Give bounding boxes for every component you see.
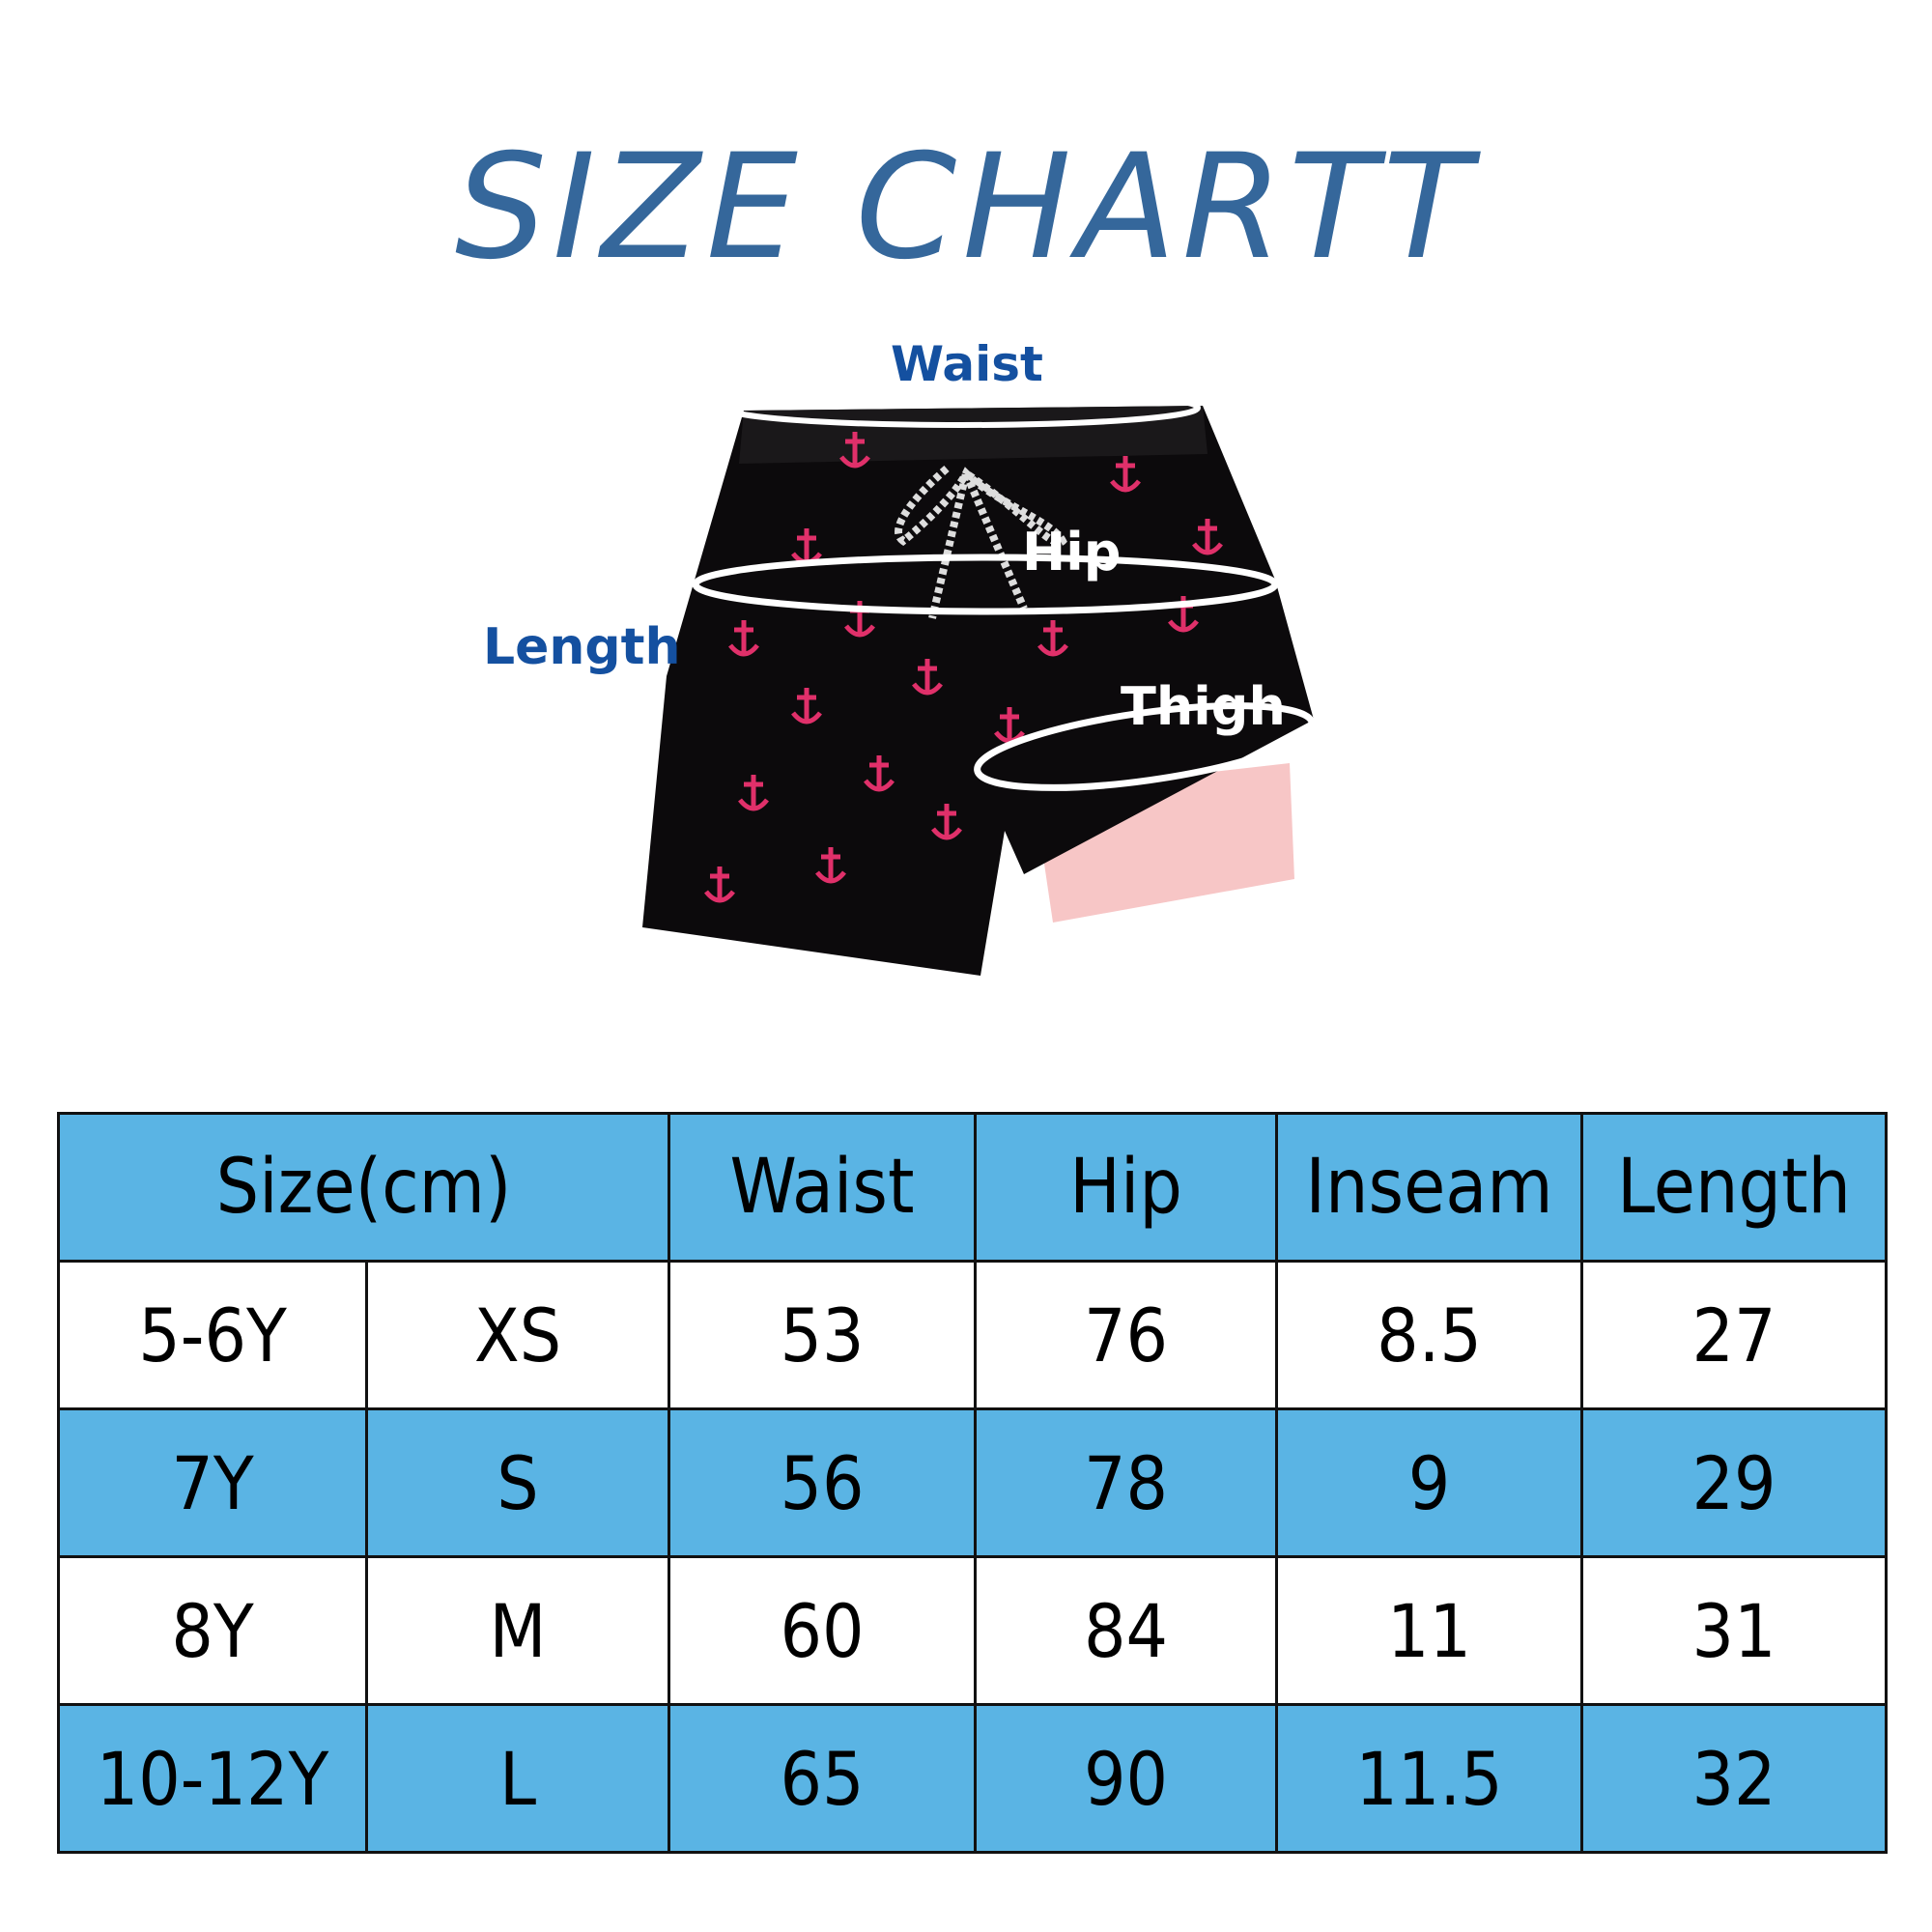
- header-hip: Hip: [974, 1112, 1279, 1263]
- cell-size: S: [364, 1407, 671, 1558]
- cell-hip: 76: [974, 1260, 1279, 1410]
- table-row: 10-12Y L 65 90 11.5 32: [57, 1703, 1889, 1854]
- shorts-illustration: [642, 387, 1316, 976]
- cell-age: 5-6Y: [57, 1260, 368, 1410]
- cell-size: XS: [364, 1260, 671, 1410]
- cell-age: 10-12Y: [57, 1703, 368, 1854]
- cell-age: 7Y: [57, 1407, 368, 1558]
- cell-waist: 53: [668, 1260, 978, 1410]
- header-inseam: Inseam: [1275, 1112, 1584, 1263]
- header-size: Size(cm): [56, 1112, 671, 1263]
- table-row: 8Y M 60 84 11 31: [57, 1555, 1889, 1706]
- table-row: 5-6Y XS 53 76 8.5 27: [57, 1260, 1889, 1410]
- thigh-ring: [974, 702, 1316, 791]
- table-header-row: Size(cm) Waist Hip Inseam Length: [56, 1112, 1889, 1263]
- cell-inseam: 11: [1275, 1555, 1584, 1706]
- cell-age: 8Y: [57, 1555, 368, 1706]
- table-row: 7Y S 56 78 9 29: [57, 1407, 1889, 1558]
- thigh-label: Thigh: [1121, 676, 1286, 737]
- cell-length: 27: [1580, 1260, 1889, 1410]
- cell-inseam: 11.5: [1275, 1703, 1584, 1854]
- cell-waist: 60: [668, 1555, 978, 1706]
- cell-size: L: [364, 1703, 671, 1854]
- shorts-body: [642, 406, 1314, 976]
- length-label: Length: [483, 618, 681, 676]
- page-title: SIZE CHARTT: [454, 124, 1478, 292]
- cell-length: 29: [1580, 1407, 1889, 1558]
- hip-ring: [692, 554, 1279, 615]
- hip-label: Hip: [1022, 522, 1122, 582]
- header-length: Length: [1580, 1112, 1889, 1263]
- cell-size: M: [364, 1555, 671, 1706]
- cell-hip: 78: [974, 1407, 1279, 1558]
- cell-inseam: 8.5: [1275, 1260, 1584, 1410]
- cell-hip: 90: [974, 1703, 1279, 1854]
- size-table: Size(cm) Waist Hip Inseam Length 5-6Y XS…: [56, 1112, 1889, 1854]
- cell-waist: 65: [668, 1703, 978, 1854]
- cell-length: 31: [1580, 1555, 1889, 1706]
- cell-inseam: 9: [1275, 1407, 1584, 1558]
- cell-hip: 84: [974, 1555, 1279, 1706]
- cell-waist: 56: [668, 1407, 978, 1558]
- header-waist: Waist: [668, 1112, 978, 1263]
- shorts-measurement-figure: Waist Length Hip Thigh: [483, 336, 1316, 976]
- waist-label: Waist: [891, 336, 1043, 392]
- cell-length: 32: [1580, 1703, 1889, 1854]
- waist-ring: [722, 387, 1201, 428]
